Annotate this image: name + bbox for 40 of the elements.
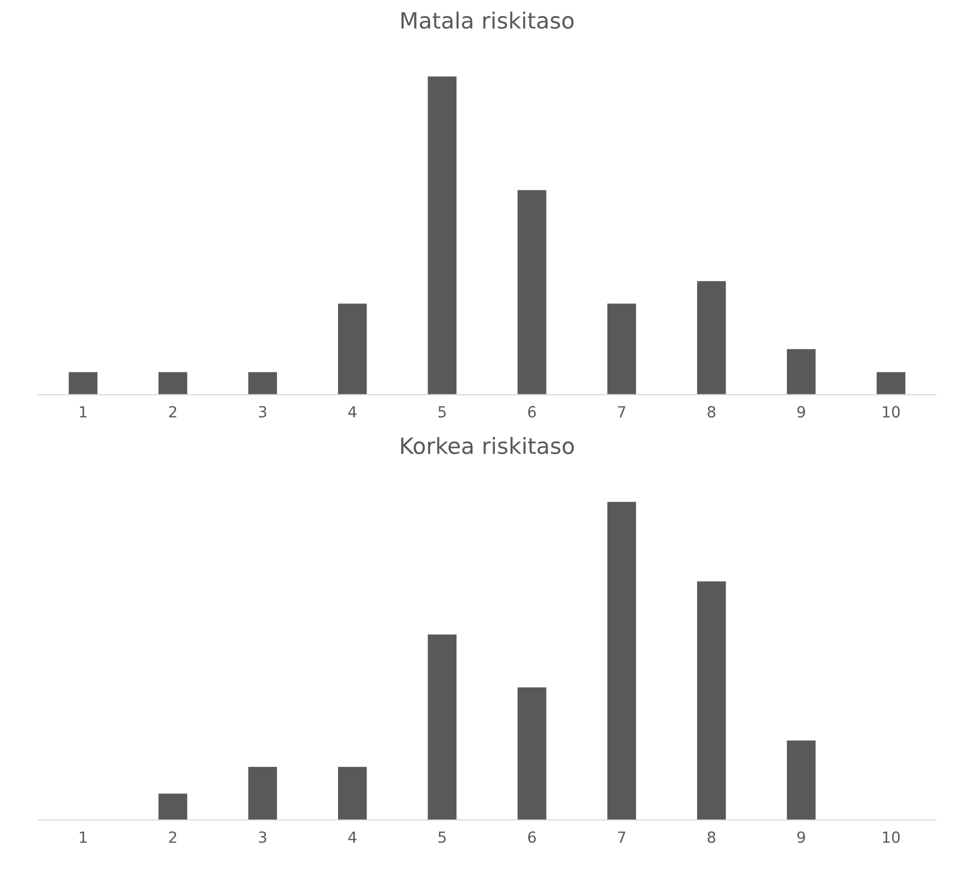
bar	[338, 304, 367, 395]
bar	[518, 190, 546, 395]
x-tick-label: 1	[80, 832, 87, 843]
chart-title: Matala riskitaso	[402, 12, 574, 29]
bar	[697, 581, 726, 820]
x-tick-label: 3	[258, 406, 266, 418]
x-tick-label: 10	[882, 406, 900, 418]
bar	[428, 76, 457, 395]
bar	[158, 372, 188, 395]
x-tick-label: 10	[882, 831, 900, 843]
bar	[158, 794, 188, 820]
x-tick-label: 6	[528, 831, 536, 843]
x-tick-label: 1	[80, 406, 87, 418]
x-tick-label: 8	[708, 406, 716, 418]
bar	[338, 766, 367, 820]
x-tick-label: 9	[797, 406, 806, 418]
bar	[786, 349, 816, 395]
bar	[248, 372, 277, 395]
bar	[428, 634, 457, 820]
x-tick-label: 4	[348, 832, 356, 843]
bar	[697, 281, 726, 395]
bar	[607, 304, 636, 395]
x-tick-label: 8	[708, 831, 716, 843]
x-tick-label: 6	[528, 406, 536, 418]
x-tick-label: 5	[438, 832, 446, 843]
bar	[248, 766, 277, 820]
bar	[876, 372, 906, 395]
bar	[68, 372, 98, 395]
x-tick-label: 4	[348, 406, 356, 418]
x-tick-label: 7	[618, 832, 626, 843]
x-tick-label: 2	[169, 831, 176, 843]
bar	[607, 502, 636, 820]
chart-title: Korkea riskitaso	[401, 436, 574, 454]
x-tick-label: 2	[169, 406, 176, 418]
bar	[786, 740, 816, 820]
x-tick-label: 7	[618, 406, 626, 418]
x-tick-label: 9	[797, 831, 806, 843]
x-tick-label: 3	[258, 831, 266, 843]
bar	[518, 687, 546, 820]
x-tick-label: 5	[438, 406, 446, 418]
